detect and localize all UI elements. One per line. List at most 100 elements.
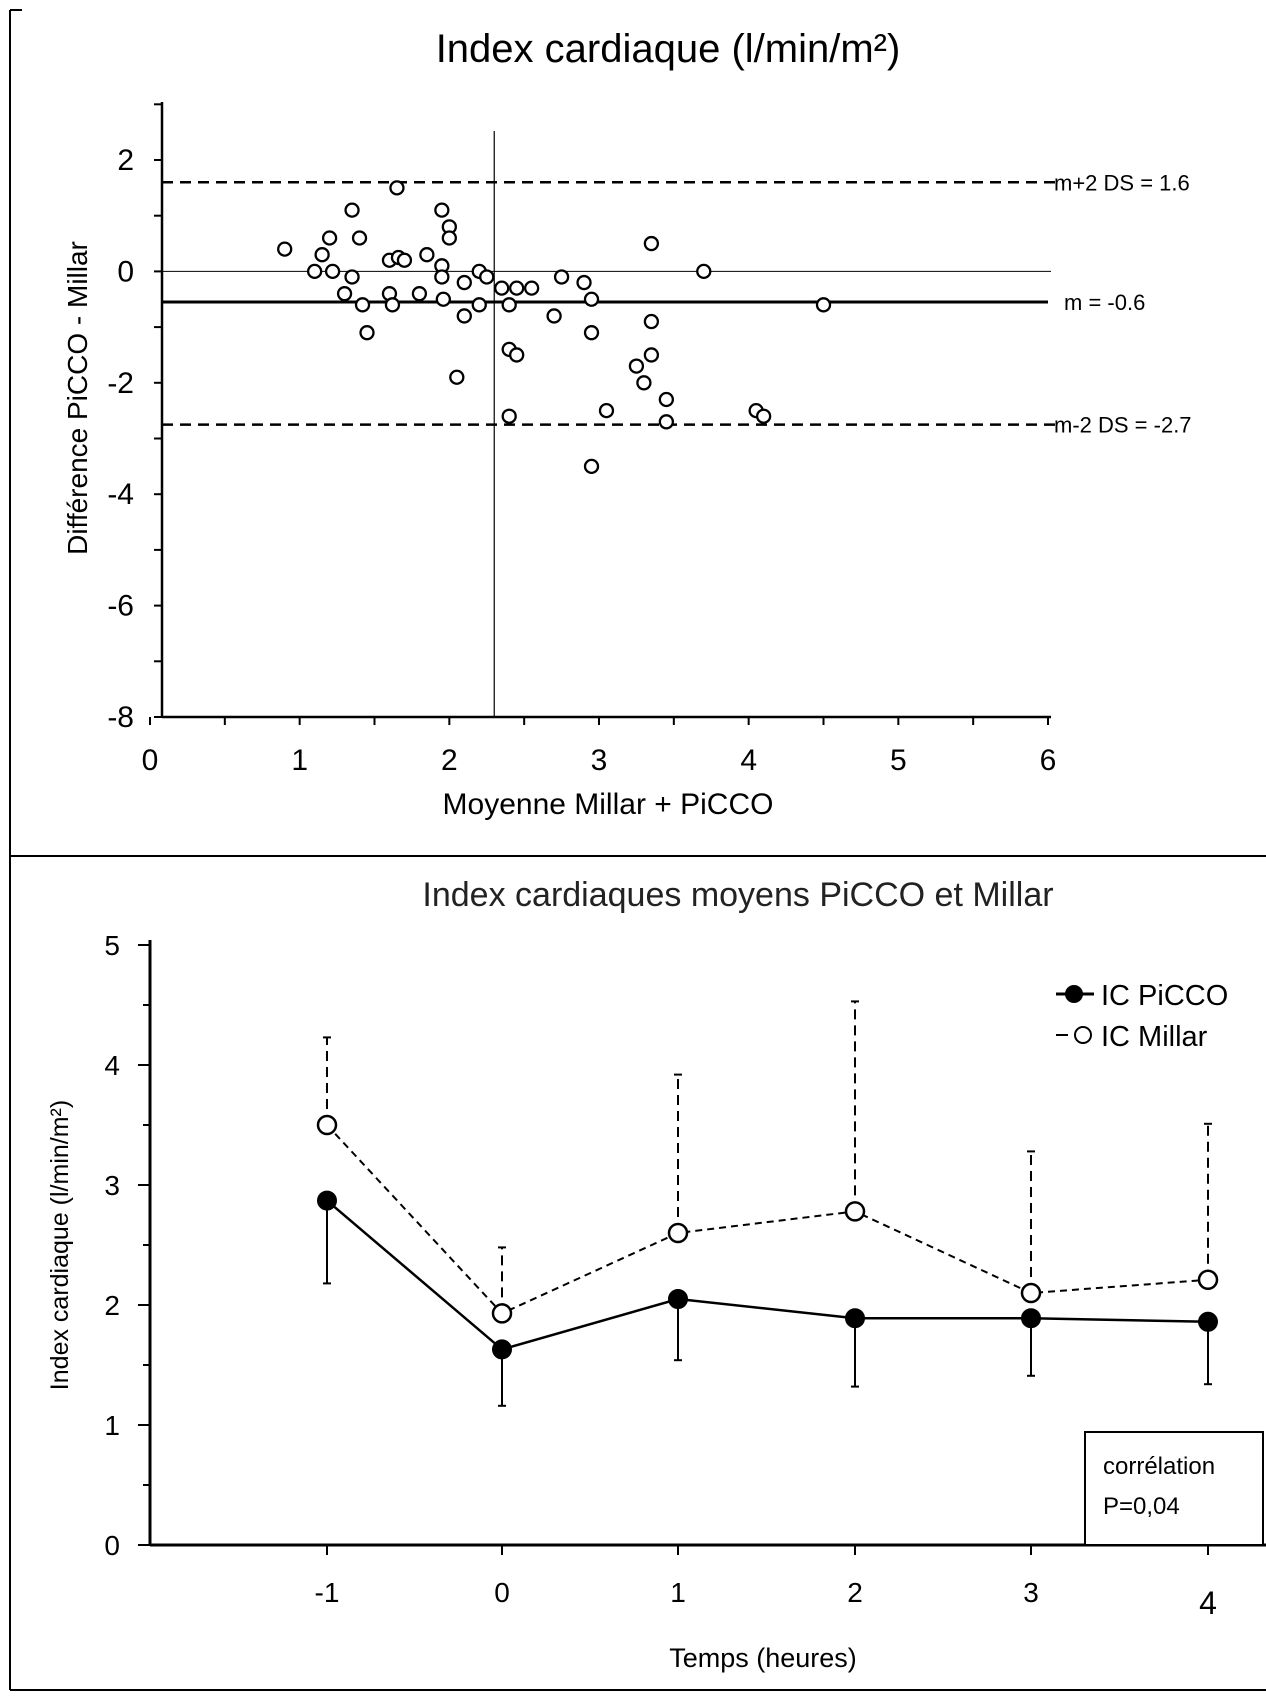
picco-data-point xyxy=(1198,1311,1218,1332)
mean-cardiac-index-chart: Index cardiaques moyens PiCCO et Millar … xyxy=(46,876,1266,1673)
correlation-box: corrélation P=0,04 xyxy=(1084,1431,1264,1546)
chart1-data-point xyxy=(435,291,451,307)
chart1-data-point xyxy=(456,274,472,291)
chart1-data-point xyxy=(501,408,517,424)
chart1-data-point xyxy=(449,369,465,385)
chart1-data-point xyxy=(755,408,772,424)
chart1-data-point xyxy=(643,313,660,330)
chart1-data-point xyxy=(277,241,293,257)
chart1-data-point xyxy=(643,347,660,363)
chart1-y-tick-label: 0 xyxy=(117,255,134,288)
chart1-data-point xyxy=(354,297,371,313)
chart2-x-tick-label: 1 xyxy=(670,1577,686,1608)
chart2-y-tick-label: 0 xyxy=(104,1530,120,1561)
chart1-x-tick-label: 6 xyxy=(1040,744,1057,777)
chart1-reference-lines xyxy=(162,131,1063,717)
chart2-tick-labels: 0 1 2 3 4 5 -1 0 1 2 3 4 xyxy=(104,930,1216,1621)
chart1-data-point xyxy=(419,247,435,263)
chart1-y-axis-label: Différence PiCCO - Millar xyxy=(62,241,93,555)
chart2-legend: IC PiCCO IC Millar xyxy=(1056,980,1228,1053)
picco-series-line xyxy=(326,1199,1209,1351)
chart2-title: Index cardiaques moyens PiCCO et Millar xyxy=(422,876,1053,914)
chart1-data-point xyxy=(636,375,652,391)
bland-altman-chart: Index cardiaque (l/min/m²) Différence Pi… xyxy=(62,27,1192,821)
chart1-y-tick-label: -6 xyxy=(107,590,134,623)
chart1-title: Index cardiaque (l/min/m²) xyxy=(436,27,901,71)
picco-data-point xyxy=(1021,1308,1041,1329)
picco-data-point xyxy=(845,1308,865,1329)
chart1-data-point xyxy=(576,274,592,291)
chart1-data-point xyxy=(471,297,487,313)
chart1-data-point xyxy=(598,402,615,419)
chart2-y-tick-label: 2 xyxy=(104,1290,120,1321)
chart1-data-point xyxy=(501,297,517,313)
chart1-y-tick-label: -2 xyxy=(107,367,134,400)
chart1-data-point xyxy=(546,308,562,324)
chart2-x-tick-label: -1 xyxy=(315,1577,340,1608)
chart1-data-point xyxy=(628,358,645,374)
legend-millar-marker xyxy=(1074,1026,1092,1044)
chart1-x-tick-label: 0 xyxy=(142,744,159,777)
millar-data-point xyxy=(491,1303,513,1324)
chart1-data-point xyxy=(509,280,525,296)
chart1-data-point xyxy=(658,391,674,408)
chart1-data-point xyxy=(494,280,510,296)
chart1-data-point xyxy=(696,263,712,280)
picco-data-point xyxy=(317,1190,337,1211)
chart2-x-tick-label: 3 xyxy=(1023,1577,1039,1608)
chart1-upper-limit-label: m+2 DS = 1.6 xyxy=(1054,170,1190,195)
chart1-data-point xyxy=(456,308,472,324)
chart1-data-point xyxy=(344,269,360,285)
chart1-data-point xyxy=(583,458,600,475)
legend-picco-label: IC PiCCO xyxy=(1101,980,1228,1012)
chart1-y-tick-label: 2 xyxy=(117,144,134,177)
chart1-data-point xyxy=(509,347,525,363)
legend-millar-label: IC Millar xyxy=(1101,1021,1208,1053)
millar-series-line xyxy=(326,1124,1209,1315)
correlation-box-frame xyxy=(1084,1431,1264,1546)
chart1-data-point xyxy=(479,269,495,285)
picco-data-point xyxy=(668,1289,688,1309)
millar-data-point xyxy=(844,1201,866,1222)
chart2-y-axis-label: Index cardiaque (l/min/m²) xyxy=(46,1100,74,1390)
chart1-data-point xyxy=(583,291,600,307)
chart1-data-point xyxy=(384,297,401,313)
millar-data-point xyxy=(1020,1282,1042,1304)
chart1-points xyxy=(277,180,832,475)
chart1-data-point xyxy=(351,230,368,246)
chart1-data-point xyxy=(411,286,428,302)
chart2-axes xyxy=(138,940,1266,1555)
chart1-data-point xyxy=(524,280,540,296)
chart2-error-bars xyxy=(323,1000,1212,1407)
chart1-x-tick-label: 5 xyxy=(890,744,907,777)
chart2-x-axis-label: Temps (heures) xyxy=(669,1643,857,1673)
chart1-data-point xyxy=(321,230,338,246)
chart1-data-point xyxy=(434,269,450,285)
chart1-data-point xyxy=(336,286,353,302)
panel-borders xyxy=(9,9,1266,1691)
chart1-data-point xyxy=(314,247,330,263)
chart1-reference-labels: m+2 DS = 1.6 m = -0.6 m-2 DS = -2.7 xyxy=(1054,170,1192,437)
chart1-y-tick-label: -4 xyxy=(107,478,134,511)
chart1-axes xyxy=(149,102,1051,725)
chart2-y-tick-label: 1 xyxy=(104,1410,120,1441)
millar-data-point xyxy=(1197,1269,1219,1291)
correlation-p-value: P=0,04 xyxy=(1103,1493,1180,1520)
chart2-x-tick-label: 4 xyxy=(1199,1585,1217,1621)
chart1-data-point xyxy=(344,202,360,218)
millar-data-point xyxy=(316,1114,338,1136)
chart1-data-point xyxy=(815,297,832,313)
chart1-data-point xyxy=(396,252,413,268)
chart1-x-tick-label: 1 xyxy=(291,744,308,777)
chart1-data-point xyxy=(389,180,405,196)
chart1-x-tick-label: 3 xyxy=(591,744,608,777)
chart2-x-tick-label: 2 xyxy=(847,1577,863,1608)
chart1-data-point xyxy=(324,263,341,280)
correlation-label: corrélation xyxy=(1103,1453,1215,1480)
chart2-y-tick-label: 4 xyxy=(104,1050,120,1081)
chart1-data-point xyxy=(553,269,570,285)
chart1-tick-labels: 0 1 2 3 4 5 6 2 0 -2 -4 -6 -8 xyxy=(107,144,1056,777)
chart1-lower-limit-label: m-2 DS = -2.7 xyxy=(1054,413,1192,438)
